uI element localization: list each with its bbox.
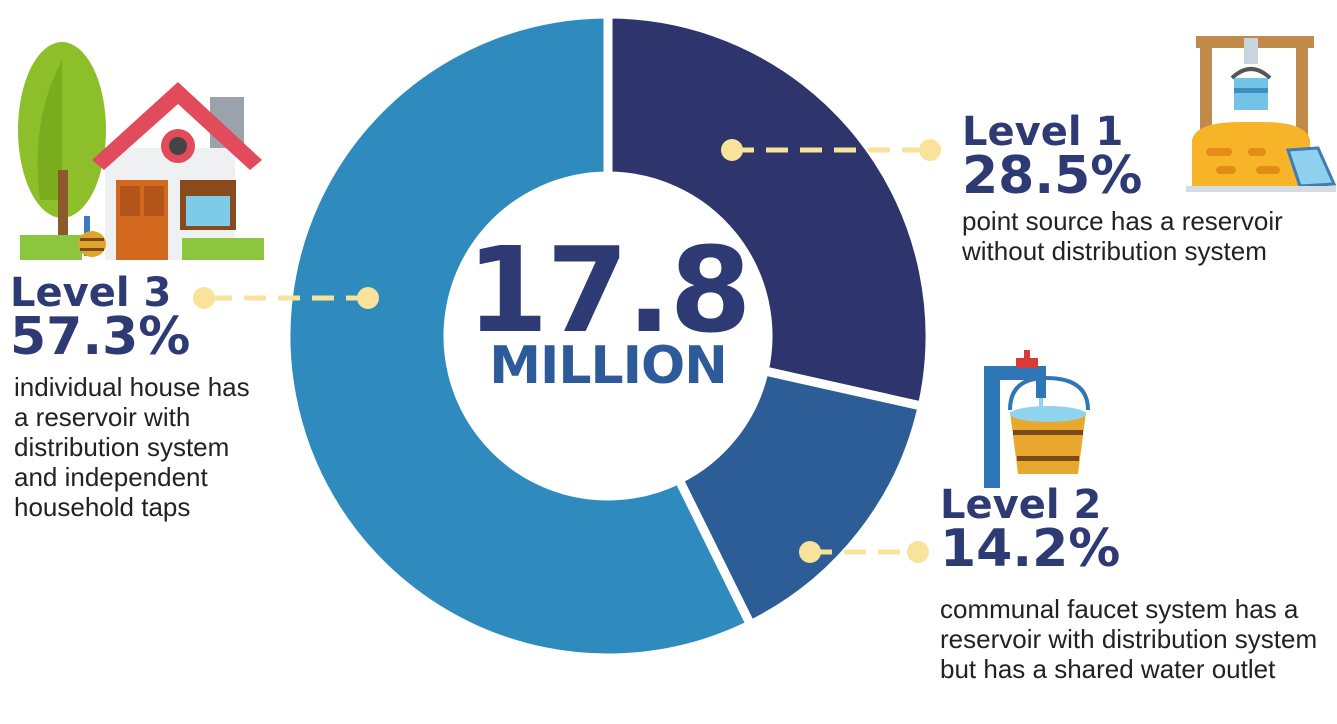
connector-level2-dot-2 [907, 541, 929, 563]
center-value: 17.8 [466, 221, 751, 359]
center-total: 17.8 MILLION [448, 221, 768, 396]
connector-level2-dot-1 [799, 541, 821, 563]
level2-description: communal faucet system has a reservoir w… [940, 594, 1318, 684]
level3-percent: 57.3% [10, 307, 191, 367]
connector-level1-dot-2 [919, 139, 941, 161]
center-unit: MILLION [489, 336, 727, 396]
level3-label: Level 3 57.3% [10, 270, 191, 367]
level2-label: Level 2 14.2% [940, 482, 1121, 579]
level2-percent: 14.2% [940, 519, 1121, 579]
level3-name: Level 3 [10, 270, 172, 316]
level2-name: Level 2 [940, 482, 1102, 528]
house-icon [18, 42, 264, 260]
donut-slice-level3 [281, 9, 757, 663]
connector-level3-dot-2 [193, 287, 215, 309]
water-well-icon [1186, 36, 1337, 192]
level3-description: individual house has a reservoir with di… [14, 372, 250, 522]
donut-slice-level2 [672, 365, 928, 631]
label-connectors [193, 139, 941, 563]
connector-level3-dot-1 [357, 287, 379, 309]
level1-percent: 28.5% [962, 146, 1143, 206]
donut-slices [281, 9, 935, 663]
level1-description: point source has a reservoir without dis… [962, 206, 1283, 266]
donut-slice-level1 [603, 9, 935, 412]
level1-label: Level 1 28.5% [962, 109, 1143, 206]
faucet-bucket-icon [984, 350, 1090, 488]
level1-name: Level 1 [962, 109, 1124, 155]
connector-level1-dot-1 [721, 139, 743, 161]
